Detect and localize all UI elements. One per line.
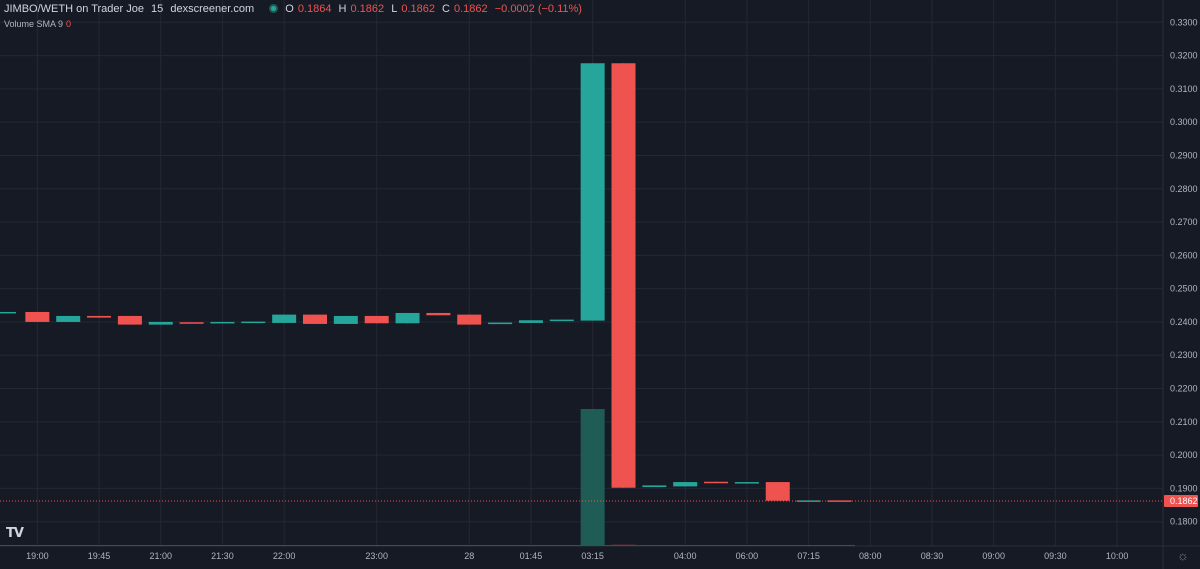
candle-down — [364, 315, 389, 324]
time-tick-label: 22:00 — [273, 551, 296, 561]
candle-up — [673, 482, 698, 487]
time-tick-label: 08:30 — [921, 551, 944, 561]
candle-down — [765, 482, 790, 501]
market-status-icon — [269, 4, 279, 13]
open-label: O — [285, 3, 294, 15]
time-tick-label: 06:00 — [736, 551, 759, 561]
time-tick-label: 08:00 — [859, 551, 882, 561]
time-tick-label: 28 — [464, 551, 474, 561]
candle-up — [734, 482, 759, 484]
price-tick-label: 0.2100 — [1170, 417, 1198, 427]
candle-up — [56, 315, 81, 322]
price-tick-label: 0.2800 — [1170, 184, 1198, 194]
price-tick-label: 0.1900 — [1170, 483, 1198, 493]
price-tick-label: 0.2900 — [1170, 150, 1198, 160]
time-tick-label: 03:15 — [581, 551, 604, 561]
high-label: H — [338, 3, 347, 15]
tradingview-logo[interactable]: TV — [6, 526, 24, 541]
price-tick-label: 0.2700 — [1170, 217, 1198, 227]
candles — [0, 63, 852, 502]
candle-up — [0, 311, 16, 314]
gear-icon[interactable]: ☼ — [1177, 548, 1189, 563]
time-tick-label: 09:30 — [1044, 551, 1067, 561]
volume-bar — [580, 409, 605, 546]
price-tick-label: 0.3100 — [1170, 84, 1198, 94]
candle-up — [518, 320, 543, 323]
volume-indicator-label: Volume SMA 9 — [4, 19, 64, 29]
time-tick-label: 19:45 — [88, 551, 111, 561]
candle-down — [25, 311, 50, 322]
price-tick-label: 0.2300 — [1170, 350, 1198, 360]
change-value: −0.0002 (−0.11%) — [494, 3, 582, 15]
candle-down — [87, 315, 112, 318]
time-tick-label: 04:00 — [674, 551, 697, 561]
time-tick-label: 07:15 — [797, 551, 820, 561]
last-price-label: 0.1862 — [1170, 496, 1198, 506]
candle-up — [395, 312, 420, 324]
open-value: 0.1864 — [297, 3, 332, 15]
price-tick-label: 0.3200 — [1170, 51, 1198, 61]
price-tick-label: 0.2200 — [1170, 384, 1198, 394]
candle-down — [827, 500, 852, 502]
candle-up — [488, 322, 513, 325]
price-tick-label: 0.2500 — [1170, 284, 1198, 294]
ohlc-values: O 0.1864 H 0.1862 L 0.1862 C 0.1862 −0.0002 … — [285, 3, 586, 15]
last-price-badge — [1164, 495, 1198, 508]
candle-down — [426, 312, 451, 316]
candle-down — [704, 481, 729, 484]
time-tick-label: 10:00 — [1106, 551, 1129, 561]
candle-up — [549, 319, 574, 322]
volume-bars — [0, 409, 855, 546]
price-axis[interactable]: 0.3300 0.3200 0.3100 0.3000 0.2900 0.2800 0.27… — [1170, 17, 1198, 526]
time-tick-label: 09:00 — [982, 551, 1005, 561]
time-tick-label: 21:30 — [211, 551, 234, 561]
candle-up — [796, 500, 821, 502]
source-label: dexscreener.com — [170, 3, 255, 15]
last-price-line: 0.1862 — [0, 495, 1198, 508]
close-label: C — [442, 3, 450, 15]
volume-indicator-value: 0 — [66, 19, 72, 29]
low-label: L — [391, 3, 398, 15]
price-tick-label: 0.3300 — [1170, 17, 1198, 27]
candle-up — [148, 321, 173, 325]
high-value: 0.1862 — [350, 3, 385, 15]
time-tick-label: 01:45 — [520, 551, 543, 561]
price-tick-label: 0.2000 — [1170, 450, 1198, 460]
interval-label[interactable]: 15 — [151, 3, 164, 15]
price-tick-label: 0.2400 — [1170, 317, 1198, 327]
symbol-legend: JIMBO/WETH on Trader Joe 15 dexscreener.… — [4, 3, 590, 15]
candle-down — [611, 63, 636, 488]
price-tick-label: 0.1800 — [1170, 517, 1198, 527]
price-tick-label: 0.3000 — [1170, 117, 1198, 127]
time-tick-label: 21:00 — [149, 551, 172, 561]
price-tick-label: 0.2600 — [1170, 250, 1198, 260]
close-value: 0.1862 — [454, 3, 488, 15]
low-value: 0.1862 — [401, 3, 435, 15]
time-axis[interactable]: 19:00 19:45 21:00 21:30 22:00 23:00 28 01:45 03:… — [26, 551, 1128, 561]
time-tick-label: 19:00 — [26, 551, 49, 561]
symbol-name[interactable]: JIMBO/WETH on Trader Joe — [4, 3, 144, 15]
candle-down — [457, 314, 482, 325]
candle-down — [179, 322, 204, 324]
candle-up — [642, 485, 667, 488]
candle-up — [580, 63, 605, 321]
candle-up — [333, 315, 358, 324]
candle-down — [117, 315, 142, 325]
candle-up — [272, 314, 297, 323]
time-tick-label: 23:00 — [365, 551, 388, 561]
candle-up — [210, 321, 235, 324]
candle-down — [303, 314, 327, 324]
candle-up — [241, 321, 266, 324]
